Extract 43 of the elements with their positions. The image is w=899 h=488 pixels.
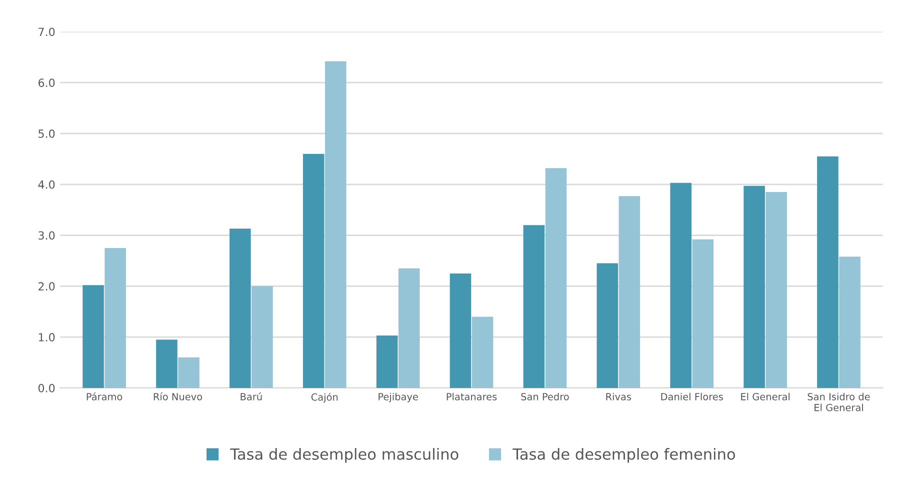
bar (670, 182, 692, 388)
x-tick-label: Cajón (311, 392, 338, 403)
y-tick-label: 6.0 (38, 78, 55, 87)
bar (82, 285, 104, 388)
x-tick-label: Platanares (446, 392, 497, 400)
y-tick-label: 2.0 (38, 282, 55, 291)
y-tick-label: 0.0 (38, 384, 55, 392)
bar (596, 263, 618, 388)
bar (545, 168, 567, 388)
x-tick-label: Pejibaye (378, 392, 418, 402)
bar (230, 228, 251, 388)
x-tick-label: San Isidro de El General (808, 392, 870, 412)
bar (472, 316, 494, 388)
x-tick-label: Río Nuevo (154, 392, 202, 400)
bar (692, 239, 714, 388)
legend-label: Tasa de desempleo femenino (512, 448, 735, 463)
x-tick-label: Rivas (606, 392, 632, 400)
bar (450, 273, 472, 388)
y-tick-label: 5.0 (38, 129, 55, 138)
legend-label: Tasa de desempleo masculino (230, 448, 458, 463)
bar (618, 196, 640, 388)
bar (252, 286, 273, 388)
bar (325, 61, 346, 388)
x-tick-label: Barú (240, 392, 262, 400)
bar (156, 340, 178, 388)
bar (523, 225, 545, 388)
bar (766, 192, 787, 388)
bar (376, 336, 398, 388)
bar (398, 268, 420, 388)
bar (178, 357, 200, 388)
y-tick-label: 7.0 (38, 28, 55, 36)
bar (104, 248, 126, 388)
bar (839, 256, 860, 388)
x-tick-label: Páramo (86, 392, 122, 400)
bar (302, 154, 324, 388)
bar (744, 186, 765, 388)
y-tick-label: 3.0 (38, 231, 55, 240)
x-tick-label: Daniel Flores (661, 392, 723, 400)
bar (817, 156, 838, 388)
y-tick-label: 4.0 (38, 180, 55, 189)
y-tick-label: 1.0 (38, 333, 55, 342)
x-tick-label: San Pedro (521, 392, 569, 400)
x-tick-label: El General (741, 392, 790, 400)
